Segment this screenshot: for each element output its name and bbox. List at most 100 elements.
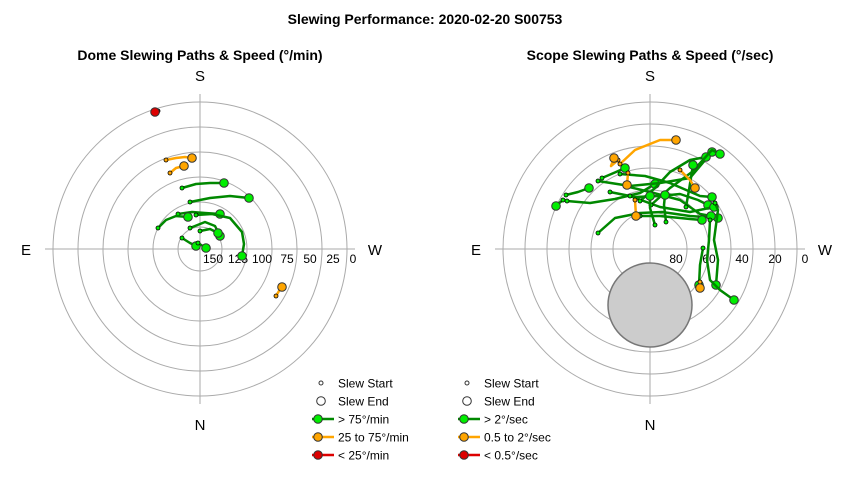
slew-end-marker <box>237 251 247 261</box>
slew-start-marker <box>564 198 570 204</box>
slew-start-marker <box>712 200 718 206</box>
legend-start-symbol <box>464 380 470 386</box>
slew-path <box>619 172 713 199</box>
slew-path <box>157 214 189 229</box>
scope-paths <box>551 135 739 305</box>
slew-end-marker <box>219 178 229 188</box>
slew-start-marker <box>663 219 669 225</box>
radial-tick-label: 80 <box>669 252 683 266</box>
legend-dot-symbol <box>313 414 323 424</box>
slew-end-marker <box>551 201 561 211</box>
slew-path <box>189 194 250 204</box>
slew-path <box>697 247 705 286</box>
slew-end-marker <box>179 161 189 171</box>
slew-end-marker <box>690 183 700 193</box>
slew-start-marker <box>197 228 203 234</box>
radial-tick-label: 25 <box>326 252 340 266</box>
legend-label: < 0.5°/sec <box>484 449 538 463</box>
dome-grid <box>45 94 355 404</box>
slew-start-marker <box>560 197 566 203</box>
scope-compass-w: W <box>818 242 833 259</box>
scope-grid <box>495 94 805 404</box>
radial-tick-label: 50 <box>303 252 317 266</box>
legend-dot-symbol <box>459 432 469 442</box>
slew-start-marker <box>187 225 193 231</box>
radial-tick-label: 100 <box>252 252 272 266</box>
slew-end-marker <box>213 228 223 238</box>
slew-end-marker <box>622 180 632 190</box>
slew-end-marker <box>150 107 160 117</box>
radial-tick-label: 0 <box>350 252 357 266</box>
slew-start-marker <box>163 157 169 163</box>
radial-tick-label: 0 <box>802 252 809 266</box>
slew-end-marker <box>660 190 670 200</box>
dome-title: Dome Slewing Paths & Speed (°/min) <box>77 47 322 63</box>
slew-start-marker <box>652 222 658 228</box>
slew-start-marker <box>625 170 631 176</box>
slew-end-marker <box>609 153 619 163</box>
slew-end-marker <box>695 283 705 293</box>
legend-end-symbol <box>462 396 472 406</box>
legend-start-symbol <box>318 380 324 386</box>
legend-end-symbol <box>316 396 326 406</box>
slew-end-marker <box>187 153 197 163</box>
slew-start-marker <box>167 170 173 176</box>
slew-start-marker <box>187 199 193 205</box>
slew-end-marker <box>201 243 211 253</box>
legend-label: Slew Start <box>484 377 539 391</box>
slew-end-marker <box>697 215 707 225</box>
dome-radial-ticks: 150 125 100 75 50 25 0 <box>203 252 357 266</box>
dome-legend: Slew Start Slew End > 75°/min 25 to 75°/min… <box>312 377 409 463</box>
figure-title: Slewing Performance: 2020-02-20 S00753 <box>288 11 563 27</box>
slew-end-marker <box>688 160 698 170</box>
dome-paths <box>150 107 287 299</box>
slew-path <box>619 138 676 165</box>
slew-end-marker <box>183 212 193 222</box>
slew-path <box>684 164 695 208</box>
legend-label: 25 to 75°/min <box>338 431 409 445</box>
slew-path <box>629 194 715 214</box>
legend-label: > 75°/min <box>338 413 389 427</box>
legend-label: > 2°/sec <box>484 413 528 427</box>
slew-path <box>195 212 246 257</box>
radial-tick-label: 20 <box>768 252 782 266</box>
slew-start-marker <box>195 240 201 246</box>
scope-obstruction <box>607 262 693 348</box>
slew-end-marker <box>707 192 717 202</box>
legend-dot-symbol <box>459 414 469 424</box>
slew-path <box>624 184 712 218</box>
slew-start-marker <box>632 197 638 203</box>
slew-start-marker <box>273 293 279 299</box>
slew-start-marker <box>179 185 185 191</box>
slew-start-marker <box>179 235 185 241</box>
scope-title: Scope Slewing Paths & Speed (°/sec) <box>527 47 774 63</box>
slew-end-marker <box>620 163 630 173</box>
radial-tick-label: 40 <box>735 252 749 266</box>
slew-end-marker <box>244 193 254 203</box>
slew-start-marker <box>677 167 683 173</box>
slew-end-marker <box>584 183 594 193</box>
slew-start-marker <box>700 245 706 251</box>
slew-start-marker <box>193 212 199 218</box>
slew-start-marker <box>595 178 601 184</box>
slew-path <box>705 219 735 302</box>
legend-label: Slew End <box>484 395 535 409</box>
scope-radial-ticks: 80 60 40 20 0 <box>669 252 808 266</box>
legend-dot-symbol <box>459 450 469 460</box>
scope-compass-e: E <box>471 242 481 259</box>
slew-start-marker <box>595 230 601 236</box>
legend-dot-symbol <box>313 450 323 460</box>
slew-start-marker <box>627 193 633 199</box>
radial-tick-label: 75 <box>280 252 294 266</box>
slew-start-marker <box>637 198 643 204</box>
dome-panel: Dome Slewing Paths & Speed (°/min) S N E… <box>21 47 409 463</box>
slew-start-marker <box>617 161 623 167</box>
slew-start-marker <box>707 217 713 223</box>
legend-label: Slew Start <box>338 377 393 391</box>
radial-tick-label: 150 <box>203 252 223 266</box>
slew-start-marker <box>683 204 689 210</box>
legend-label: < 25°/min <box>338 449 389 463</box>
slew-start-marker <box>155 225 161 231</box>
slew-start-marker <box>607 189 613 195</box>
